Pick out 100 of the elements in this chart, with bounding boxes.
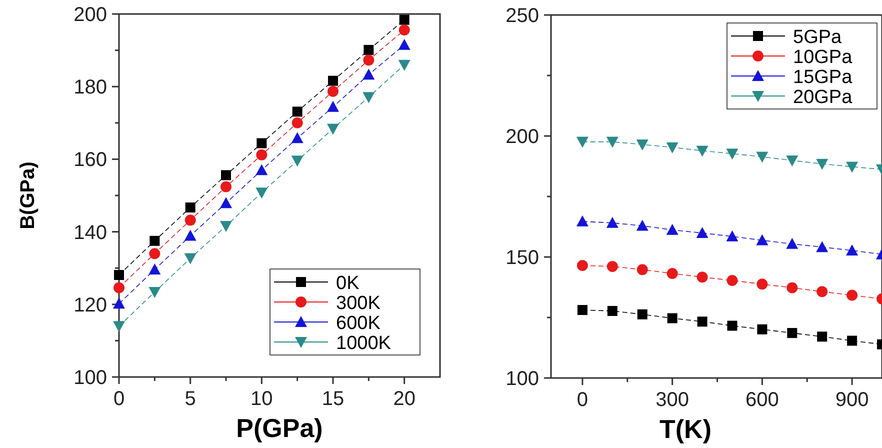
point — [114, 270, 124, 280]
point — [816, 241, 828, 252]
point — [726, 274, 738, 286]
point — [256, 164, 268, 176]
point — [636, 220, 648, 231]
point — [364, 44, 374, 55]
legend-label: 0K — [336, 273, 360, 294]
point — [756, 278, 768, 290]
point — [637, 309, 648, 320]
x-tick-label: 0 — [576, 389, 588, 411]
point — [576, 215, 588, 226]
point — [220, 220, 232, 232]
point — [292, 106, 302, 117]
point — [666, 268, 678, 279]
point — [606, 216, 618, 228]
point — [786, 238, 798, 249]
point — [846, 244, 858, 256]
point — [328, 76, 338, 86]
point — [113, 321, 125, 332]
point — [149, 248, 160, 260]
point — [726, 148, 738, 160]
point — [786, 155, 798, 166]
y-tick-label: 200 — [74, 4, 107, 26]
point — [291, 156, 304, 167]
point — [398, 38, 410, 50]
point — [148, 264, 161, 275]
point — [847, 336, 858, 346]
x-tick-label: 20 — [393, 388, 416, 410]
point — [666, 142, 678, 154]
y-axis-title: B(GPa) — [17, 162, 39, 230]
point — [185, 202, 196, 212]
point — [726, 230, 738, 242]
point — [292, 117, 303, 128]
point — [327, 124, 339, 135]
x-tick-label: 5 — [184, 388, 196, 410]
point — [606, 136, 618, 148]
point — [577, 305, 588, 315]
point — [221, 170, 231, 180]
y-tick-label: 150 — [506, 247, 539, 269]
legend-label: 15GPa — [793, 67, 853, 88]
point — [817, 332, 828, 342]
legend-label: 1000K — [336, 333, 392, 354]
y-tick-label: 160 — [74, 149, 107, 172]
point — [756, 152, 768, 163]
y-tick-label: 120 — [74, 294, 107, 316]
x-axis-title: T(K) — [660, 414, 712, 444]
point — [184, 214, 196, 226]
legend-label: 600K — [336, 313, 381, 334]
x-tick-label: 10 — [250, 388, 273, 410]
point — [399, 14, 410, 25]
point — [184, 253, 196, 264]
y-tick-label: 100 — [74, 367, 107, 389]
point — [757, 324, 768, 334]
point — [398, 24, 410, 36]
point — [113, 298, 125, 309]
point — [256, 188, 268, 199]
point — [846, 290, 858, 301]
point — [362, 68, 375, 80]
y-tick-label: 140 — [74, 222, 107, 244]
point — [220, 197, 232, 208]
legend-label: 300K — [336, 293, 381, 314]
point — [816, 286, 828, 298]
point — [327, 100, 339, 112]
point — [636, 264, 648, 276]
point — [150, 236, 160, 246]
point — [696, 146, 708, 157]
point — [696, 272, 708, 283]
point — [607, 306, 618, 316]
point — [184, 230, 196, 241]
point — [328, 86, 338, 97]
point — [636, 139, 648, 150]
x-tick-label: 300 — [656, 389, 690, 411]
point — [727, 320, 738, 331]
point — [256, 138, 267, 148]
point — [398, 60, 410, 71]
x-tick-label: 0 — [113, 388, 125, 410]
point — [220, 181, 232, 192]
point — [786, 282, 798, 294]
y-tick-label: 200 — [506, 126, 539, 148]
x-tick-label: 600 — [745, 389, 779, 411]
legend-label: 10GPa — [793, 47, 853, 68]
point — [667, 313, 678, 324]
y-tick-label: 100 — [506, 368, 539, 390]
point — [576, 136, 588, 148]
point — [114, 282, 124, 294]
point — [363, 54, 374, 66]
point — [256, 149, 268, 160]
y-tick-label: 180 — [74, 76, 107, 99]
y-tick-label: 250 — [506, 5, 539, 27]
point — [606, 260, 618, 272]
x-tick-label: 900 — [835, 389, 869, 411]
point — [816, 158, 828, 170]
point — [362, 92, 375, 104]
point — [697, 316, 708, 327]
point — [787, 328, 798, 338]
point — [291, 132, 304, 144]
point — [148, 287, 161, 298]
point — [696, 227, 708, 238]
x-axis-title: P(GPa) — [236, 413, 323, 443]
point — [846, 162, 858, 173]
